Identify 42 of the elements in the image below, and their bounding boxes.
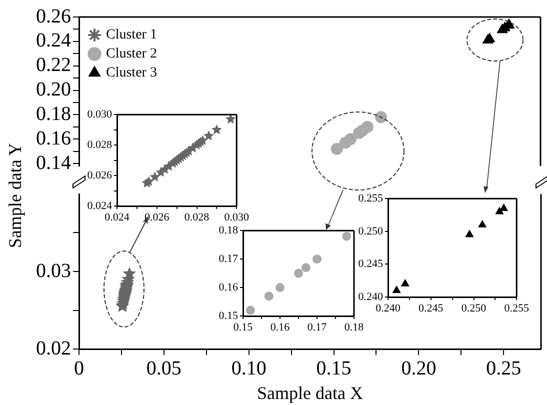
legend-label: Cluster 3 — [106, 66, 157, 81]
y-tick-label: 0.14 — [36, 152, 71, 174]
x-tick-label: 0.245 — [418, 302, 444, 314]
x-tick-label: 0.25 — [486, 357, 522, 380]
x-tick-label: 0.15 — [316, 357, 352, 380]
y-tick-label: 0.26 — [36, 5, 71, 28]
y-tick-label: 0.17 — [218, 252, 238, 265]
x-tick-label: 0 — [74, 357, 84, 380]
x-tick-label: 0.16 — [270, 321, 290, 334]
y-tick-label: 0.18 — [218, 224, 238, 236]
x-tick-label: 0.10 — [231, 357, 266, 380]
y-tick-label: 0.02 — [36, 337, 71, 360]
y-tick-label: 0.240 — [358, 290, 384, 303]
x-tick-label: 0.250 — [461, 302, 487, 314]
y-tick-label: 0.250 — [358, 225, 384, 238]
x-tick-label: 0.05 — [146, 357, 182, 380]
y-tick-label: 0.026 — [87, 169, 112, 182]
legend-label: Cluster 1 — [106, 28, 157, 43]
x-tick-label: 0.18 — [344, 321, 364, 334]
x-tick-label: 0.255 — [504, 302, 530, 314]
y-tick-label: 0.24 — [36, 30, 71, 52]
y-tick-label: 0.255 — [358, 192, 384, 204]
x-tick-label: 0.17 — [307, 321, 328, 334]
y-tick-label: 0.16 — [36, 127, 71, 150]
y-tick-label: 0.16 — [218, 281, 238, 294]
y-tick-label: 0.18 — [36, 102, 71, 125]
y-axis-title: Sample data Y — [6, 142, 26, 248]
y-tick-label: 0.245 — [358, 258, 384, 270]
x-tick-label: 0.15 — [233, 321, 254, 334]
y-tick-label: 0.03 — [36, 260, 71, 282]
y-tick-label: 0.22 — [36, 54, 71, 76]
y-tick-label: 0.030 — [87, 108, 112, 120]
x-tick-label: 0.028 — [184, 211, 210, 224]
y-tick-label: 0.028 — [87, 138, 112, 151]
x-tick-label: 0.024 — [104, 211, 130, 224]
y-tick-label: 0.20 — [36, 78, 71, 101]
x-axis-title: Sample data X — [257, 382, 363, 403]
legend-label: Cluster 2 — [106, 46, 157, 62]
x-tick-label: 0.240 — [376, 302, 401, 314]
y-tick-label: 0.024 — [87, 200, 112, 212]
x-tick-label: 0.20 — [401, 357, 436, 380]
x-tick-label: 0.026 — [144, 211, 170, 224]
